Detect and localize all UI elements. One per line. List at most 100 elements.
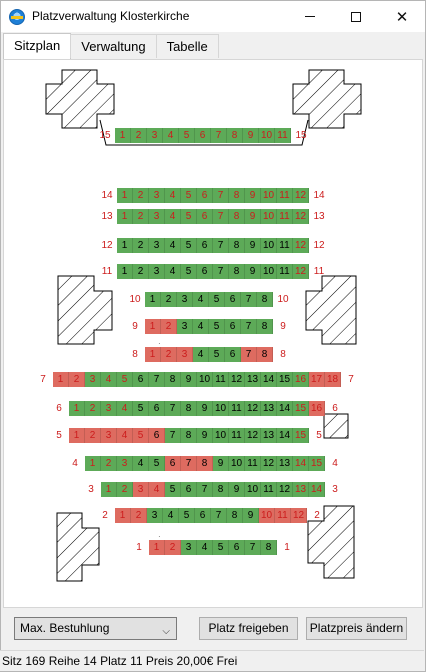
seat[interactable]: 7 [165, 428, 181, 443]
seat[interactable]: 10 [261, 238, 277, 253]
seat[interactable]: 4 [193, 319, 209, 334]
seat[interactable]: 1 [69, 428, 85, 443]
seat[interactable]: 12 [293, 188, 309, 203]
seat[interactable]: 11 [275, 128, 291, 143]
seat[interactable]: 14 [277, 428, 293, 443]
seat[interactable]: 11 [245, 456, 261, 471]
seat[interactable]: 2 [161, 319, 177, 334]
seat[interactable]: 1 [117, 264, 133, 279]
seat[interactable]: 6 [197, 188, 213, 203]
seat[interactable]: 7 [241, 347, 257, 362]
seat[interactable]: 8 [257, 319, 273, 334]
seat[interactable]: 8 [213, 482, 229, 497]
seat[interactable]: 1 [145, 347, 161, 362]
seat[interactable]: 7 [211, 508, 227, 523]
seat[interactable]: 7 [245, 540, 261, 555]
seat[interactable]: 16 [309, 401, 325, 416]
seat[interactable]: 5 [209, 292, 225, 307]
seat[interactable]: 10 [261, 264, 277, 279]
seat[interactable]: 12 [277, 482, 293, 497]
tab-verwaltung[interactable]: Verwaltung [70, 34, 157, 58]
seat[interactable]: 7 [241, 292, 257, 307]
seat[interactable]: 16 [293, 372, 309, 387]
seat[interactable]: 9 [245, 264, 261, 279]
seat[interactable]: 10 [213, 401, 229, 416]
seat[interactable]: 5 [209, 347, 225, 362]
seat[interactable]: 8 [181, 428, 197, 443]
seat[interactable]: 1 [69, 401, 85, 416]
seat[interactable]: 3 [149, 209, 165, 224]
seat[interactable]: 4 [193, 347, 209, 362]
seat[interactable]: 7 [213, 238, 229, 253]
seat[interactable]: 3 [177, 292, 193, 307]
seat[interactable]: 1 [145, 292, 161, 307]
seat[interactable]: 11 [277, 264, 293, 279]
seat[interactable]: 14 [309, 482, 325, 497]
seating-layout-select[interactable]: Max. Bestuhlung ⌵ [14, 617, 177, 640]
seat[interactable]: 10 [197, 372, 213, 387]
seat[interactable]: 6 [197, 264, 213, 279]
seat[interactable]: 12 [245, 401, 261, 416]
seat[interactable]: 3 [149, 238, 165, 253]
seat[interactable]: 10 [259, 508, 275, 523]
seat[interactable]: 7 [149, 372, 165, 387]
seat[interactable]: 2 [85, 401, 101, 416]
seat[interactable]: 12 [229, 372, 245, 387]
seat[interactable]: 15 [293, 401, 309, 416]
tab-sitzplan[interactable]: Sitzplan [3, 33, 72, 59]
seat[interactable]: 11 [277, 209, 293, 224]
seat[interactable]: 4 [165, 209, 181, 224]
seat[interactable]: 13 [261, 401, 277, 416]
free-seat-button[interactable]: Platz freigeben [199, 617, 298, 640]
seat[interactable]: 6 [195, 128, 211, 143]
seat[interactable]: 14 [261, 372, 277, 387]
seat[interactable]: 5 [181, 209, 197, 224]
seat[interactable]: 5 [117, 372, 133, 387]
seat[interactable]: 1 [117, 238, 133, 253]
seat[interactable]: 4 [149, 482, 165, 497]
seat[interactable]: 5 [209, 319, 225, 334]
seat[interactable]: 11 [213, 372, 229, 387]
seat[interactable]: 13 [261, 428, 277, 443]
seat[interactable]: 6 [225, 347, 241, 362]
seat[interactable]: 8 [165, 372, 181, 387]
seat[interactable]: 9 [181, 372, 197, 387]
seat[interactable]: 2 [117, 482, 133, 497]
seat[interactable]: 8 [227, 508, 243, 523]
seat[interactable]: 6 [181, 482, 197, 497]
seat[interactable]: 6 [197, 238, 213, 253]
seat[interactable]: 11 [275, 508, 291, 523]
seat[interactable]: 13 [293, 482, 309, 497]
seat[interactable]: 9 [197, 401, 213, 416]
seat[interactable]: 12 [293, 238, 309, 253]
seat[interactable]: 6 [133, 372, 149, 387]
seat[interactable]: 9 [245, 188, 261, 203]
seat[interactable]: 6 [149, 401, 165, 416]
seat[interactable]: 10 [259, 128, 275, 143]
seat[interactable]: 2 [161, 292, 177, 307]
seat[interactable]: 11 [277, 188, 293, 203]
seat[interactable]: 7 [165, 401, 181, 416]
seat[interactable]: 6 [195, 508, 211, 523]
seat[interactable]: 7 [211, 128, 227, 143]
seat[interactable]: 6 [229, 540, 245, 555]
seat[interactable]: 9 [213, 456, 229, 471]
seat[interactable]: 11 [261, 482, 277, 497]
seat[interactable]: 14 [293, 456, 309, 471]
seat[interactable]: 7 [213, 264, 229, 279]
seat[interactable]: 5 [133, 428, 149, 443]
seat[interactable]: 5 [179, 508, 195, 523]
seat[interactable]: 4 [163, 128, 179, 143]
seat[interactable]: 4 [163, 508, 179, 523]
seat[interactable]: 8 [229, 188, 245, 203]
seat[interactable]: 5 [213, 540, 229, 555]
seat[interactable]: 6 [165, 456, 181, 471]
seat[interactable]: 3 [133, 482, 149, 497]
seat[interactable]: 4 [101, 372, 117, 387]
seat[interactable]: 12 [291, 508, 307, 523]
seat[interactable]: 11 [277, 238, 293, 253]
change-price-button[interactable]: Platzpreis ändern [306, 617, 407, 640]
seat[interactable]: 3 [149, 264, 165, 279]
seat[interactable]: 1 [115, 128, 131, 143]
seat[interactable]: 9 [229, 482, 245, 497]
